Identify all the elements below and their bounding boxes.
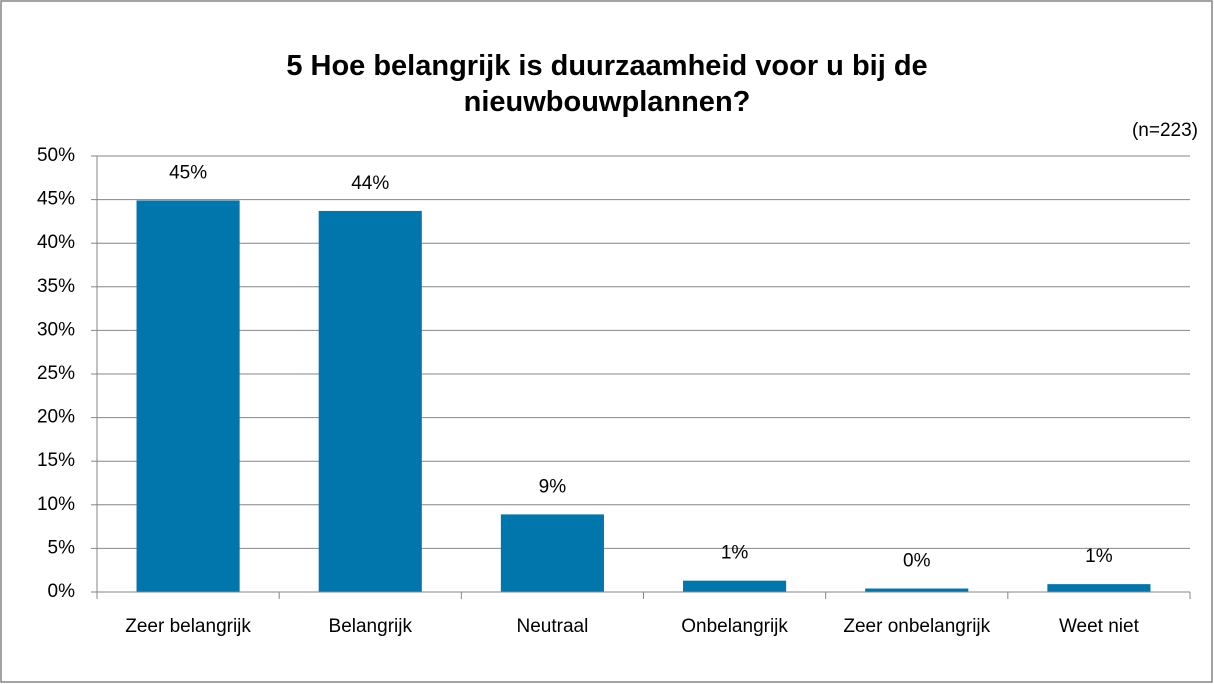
x-tick-label: Weet niet [1059,616,1140,637]
data-label: 1% [721,543,749,564]
data-label: 1% [1085,546,1113,567]
chart-title: 5 Hoe belangrijk is duurzaamheid voor u … [286,50,927,118]
data-label: 9% [539,476,567,497]
data-label: 45% [169,162,207,183]
x-tick-label: Zeer belangrijk [125,616,251,637]
y-tick-label: 10% [37,494,75,515]
x-tick-label: Onbelangrijk [681,616,788,637]
y-tick-label: 35% [37,276,75,297]
x-tick-label: Zeer onbelangrijk [843,616,990,637]
y-tick-label: 50% [37,145,75,166]
x-tick-label: Neutraal [517,616,589,637]
y-tick-label: 15% [37,450,75,471]
y-tick-label: 20% [37,407,75,428]
data-label: 0% [903,551,931,572]
bar [500,514,604,592]
bar [1047,584,1151,592]
y-tick-label: 5% [48,537,76,558]
y-tick-label: 0% [48,581,76,602]
data-label: 44% [351,173,389,194]
bar [683,580,787,592]
y-tick-label: 30% [37,319,75,340]
y-tick-label: 45% [37,189,75,210]
bar [865,588,969,592]
y-tick-label: 40% [37,232,75,253]
y-tick-label: 25% [37,363,75,384]
bar [136,200,240,593]
bar [318,210,422,592]
x-tick-label: Belangrijk [329,616,413,637]
chart-subtitle: (n=223) [1132,120,1198,141]
